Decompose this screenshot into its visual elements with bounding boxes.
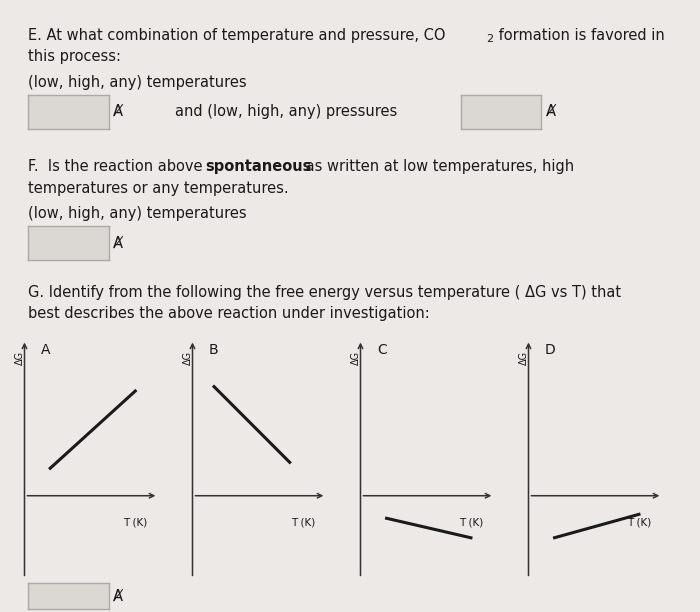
Text: C: C	[377, 343, 386, 357]
Text: F.  Is the reaction above: F. Is the reaction above	[28, 159, 207, 174]
Text: A̸: A̸	[114, 236, 124, 250]
Text: temperatures or any temperatures.: temperatures or any temperatures.	[28, 181, 288, 196]
Text: E. At what combination of temperature and pressure, CO: E. At what combination of temperature an…	[28, 28, 445, 43]
Text: A̸: A̸	[114, 104, 124, 119]
Text: ΔG: ΔG	[15, 351, 25, 365]
Text: T (K): T (K)	[290, 518, 315, 528]
Text: best describes the above reaction under investigation:: best describes the above reaction under …	[28, 306, 430, 321]
Text: as written at low temperatures, high: as written at low temperatures, high	[301, 159, 574, 174]
Text: T (K): T (K)	[122, 518, 147, 528]
Text: D: D	[545, 343, 556, 357]
Text: T (K): T (K)	[626, 518, 651, 528]
Text: spontaneous: spontaneous	[205, 159, 312, 174]
Text: formation is favored in: formation is favored in	[494, 28, 665, 43]
Text: ΔG: ΔG	[519, 351, 529, 365]
Text: and (low, high, any) pressures: and (low, high, any) pressures	[175, 104, 398, 119]
Text: ΔG: ΔG	[351, 351, 361, 365]
Text: ΔG: ΔG	[183, 351, 193, 365]
Text: A: A	[41, 343, 50, 357]
Text: this process:: this process:	[28, 49, 121, 64]
Text: A̸: A̸	[547, 104, 556, 119]
Text: G. Identify from the following the free energy versus temperature ( ΔG vs T) tha: G. Identify from the following the free …	[28, 285, 621, 300]
Text: T (K): T (K)	[458, 518, 483, 528]
Text: 2: 2	[486, 34, 493, 43]
Text: A̸: A̸	[114, 589, 124, 603]
Text: (low, high, any) temperatures: (low, high, any) temperatures	[28, 206, 246, 222]
Text: B: B	[209, 343, 218, 357]
Text: (low, high, any) temperatures: (low, high, any) temperatures	[28, 75, 246, 90]
